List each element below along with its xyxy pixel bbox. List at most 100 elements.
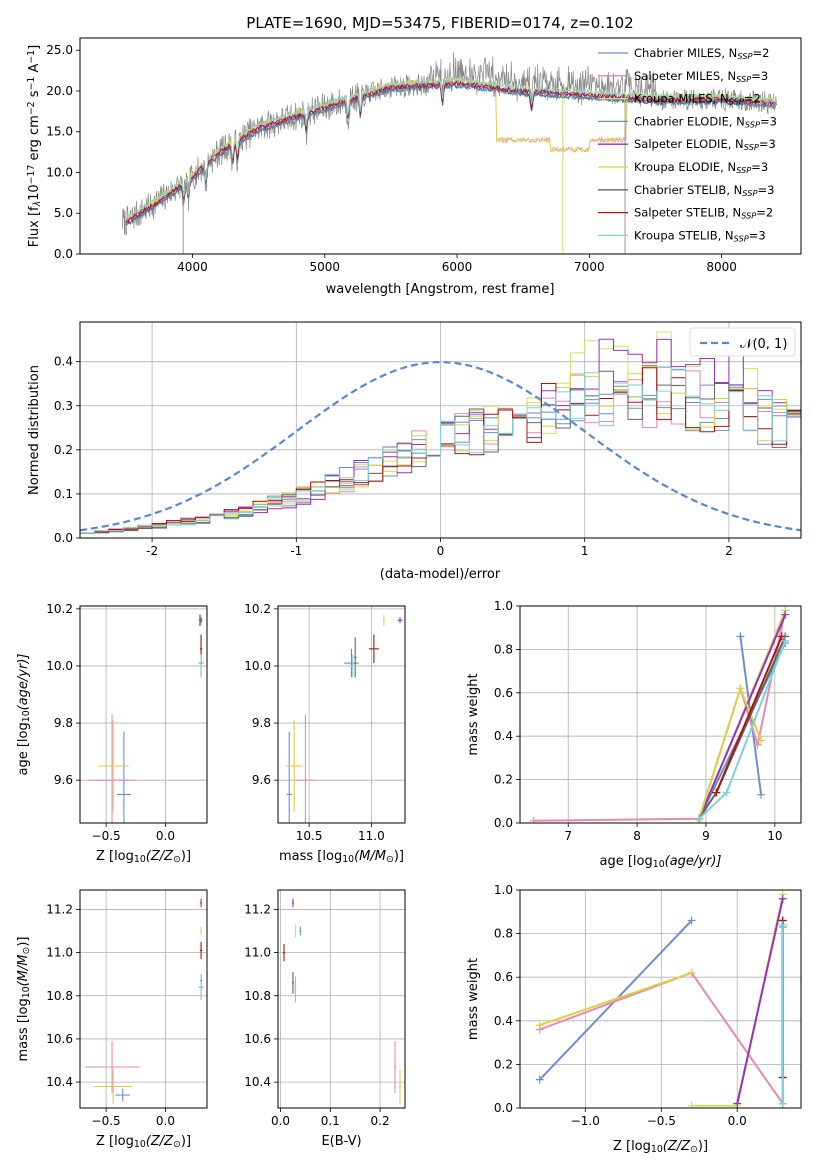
weight_vs_Z-data: [535, 890, 787, 1108]
x-axis-label: Z [log10(Z/Z⊙)]: [96, 849, 191, 865]
legend-label: Chabrier ELODIE, NSSP=3: [634, 114, 777, 129]
y-axis-label: mass weight: [466, 673, 481, 755]
legend-label: Kroupa MILES, NSSP=2: [634, 92, 761, 107]
y-tick-label: 0.8: [494, 642, 513, 656]
y-tick-label: 0.4: [494, 1014, 513, 1028]
x-tick-label: −1.0: [571, 1114, 600, 1128]
y-tick-label: 0.2: [54, 443, 73, 457]
weight-marker: [535, 1021, 544, 1030]
weight_vs_age-data: [529, 606, 790, 823]
axes-frame: [79, 37, 802, 255]
spectrum-plot: 4000 5000 6000 7000 8000 0.0 5.0 10.0 15.0 20.0 25…: [26, 37, 802, 297]
spectrum-data: [121, 52, 778, 254]
weight-marker: [781, 636, 790, 645]
y-tick-label: 0.0: [54, 531, 73, 545]
x-tick-label: 10.5: [296, 829, 323, 843]
y-tick-label: 11.0: [244, 946, 271, 960]
y-axis-label: mass weight: [466, 958, 481, 1040]
x-tick-label: 4000: [177, 260, 208, 274]
y-tick-label: 0.4: [54, 355, 73, 369]
axes-frame: [277, 605, 406, 824]
weight-marker: [736, 684, 745, 693]
y-tick-label: 10.4: [46, 1075, 73, 1089]
y-tick-label: 10.2: [244, 602, 271, 616]
x-axis-label: age [log10(age/yr)]: [600, 854, 722, 870]
y-tick-label: 11.2: [46, 902, 73, 916]
y-tick-label: 0.4: [494, 729, 513, 743]
legend-label: Kroupa ELODIE, NSSP=3: [634, 160, 768, 175]
weight-marker: [535, 1075, 544, 1084]
x-tick-label: 0.0: [156, 1114, 175, 1128]
weight-marker: [712, 788, 721, 797]
weight_vs_age-plot: 7 8 9 10 0.0 0.2 0.4 0.6 0.8 1.0 age [log10(age/yr…: [466, 599, 802, 870]
y-tick-label: 0.8: [494, 927, 513, 941]
legend-label: Chabrier MILES, NSSP=2: [634, 46, 769, 61]
x-axis-label: Z [log10(Z/Z⊙)]: [96, 1134, 191, 1150]
y-tick-label: 1.0: [494, 599, 513, 613]
gaussian-curve: [80, 360, 801, 532]
legend-box: [689, 327, 796, 357]
residuals-legend: 𝒩(0, 1): [689, 327, 796, 357]
y-tick-label: 10.0: [46, 165, 73, 179]
x-tick-label: 8: [633, 829, 641, 843]
residual-histogram-8: [80, 369, 801, 534]
mass_vs_EBV-data: [282, 898, 402, 1104]
weight-line-5: [539, 971, 692, 1027]
weight-marker: [778, 894, 787, 903]
y-tick-label: 10.8: [46, 989, 73, 1003]
y-tick-label: 0.2: [494, 773, 513, 787]
y-tick-label: 9.6: [54, 773, 73, 787]
y-tick-label: 0.2: [494, 1057, 513, 1071]
weight-marker: [778, 920, 787, 929]
legend-label: Salpeter MILES, NSSP=3: [634, 69, 768, 84]
y-tick-label: 10.4: [244, 1075, 271, 1089]
y-tick-label: 25.0: [46, 43, 73, 57]
x-tick-label: 7: [564, 829, 572, 843]
axes-frame: [277, 889, 406, 1109]
mass_vs_Z-plot: −0.5 0.0 10.4 10.6 10.8 11.0 11.2 Z [log10(Z/Z⊙…: [16, 889, 208, 1150]
weight-marker: [733, 1099, 742, 1108]
x-axis-label: Z [log10(Z/Z⊙)]: [613, 1139, 708, 1155]
x-tick-label: 5000: [309, 260, 340, 274]
mass_vs_Z-data: [84, 898, 204, 1104]
x-tick-label: 0: [437, 544, 445, 558]
x-tick-label: −0.5: [647, 1114, 676, 1128]
y-axis-label: age [log10(age/yr)]: [16, 654, 32, 776]
axes-frame: [79, 889, 208, 1109]
residuals-data: [80, 331, 801, 534]
spectrum-legend: Chabrier MILES, NSSP=2 Salpeter MILES, NS…: [598, 46, 777, 243]
weight-marker: [778, 1099, 787, 1108]
y-tick-label: 11.0: [46, 946, 73, 960]
y-axis-label: Normed distribution: [27, 365, 42, 495]
y-tick-label: 0.3: [54, 399, 73, 413]
y-tick-label: 0.6: [494, 686, 513, 700]
plots: 4000 5000 6000 7000 80000.05.010.015.020.025…: [16, 37, 802, 1155]
figure-title: PLATE=1690, MJD=53475, FIBERID=0174, z=0…: [246, 14, 633, 32]
x-tick-label: 6000: [442, 260, 473, 274]
weight-marker: [757, 790, 766, 799]
x-tick-label: 2: [725, 544, 733, 558]
x-tick-label: 8000: [706, 260, 737, 274]
y-tick-label: 15.0: [46, 125, 73, 139]
weight-marker: [753, 740, 762, 749]
weight_vs_Z-plot: −1.0 −0.5 0.0 0.0 0.2 0.4 0.6 0.8 1.0 Z [log10(Z/…: [466, 883, 802, 1155]
y-tick-label: 10.2: [46, 602, 73, 616]
spectrum-model-8: [126, 77, 775, 221]
legend-label: Kroupa STELIB, NSSP=3: [634, 228, 766, 243]
mass_vs_EBV-plot: 0.0 0.1 0.2 10.4 10.6 10.8 11.0 11.2 E(B-V): [244, 889, 406, 1149]
x-tick-label: 0.1: [321, 1114, 340, 1128]
weight-marker: [722, 788, 731, 797]
x-tick-label: -1: [290, 544, 302, 558]
x-tick-label: −0.5: [92, 1114, 121, 1128]
weight-marker: [687, 968, 696, 977]
x-tick-label: 0.0: [728, 1114, 747, 1128]
y-tick-label: 9.8: [54, 716, 73, 730]
y-tick-label: 0.0: [54, 247, 73, 261]
y-tick-label: 20.0: [46, 84, 73, 98]
x-tick-label: 11.0: [358, 829, 385, 843]
y-tick-label: 0.6: [494, 970, 513, 984]
y-tick-label: 9.8: [252, 716, 271, 730]
y-tick-label: 10.0: [244, 659, 271, 673]
x-axis-label: (data-model)/error: [380, 567, 501, 582]
